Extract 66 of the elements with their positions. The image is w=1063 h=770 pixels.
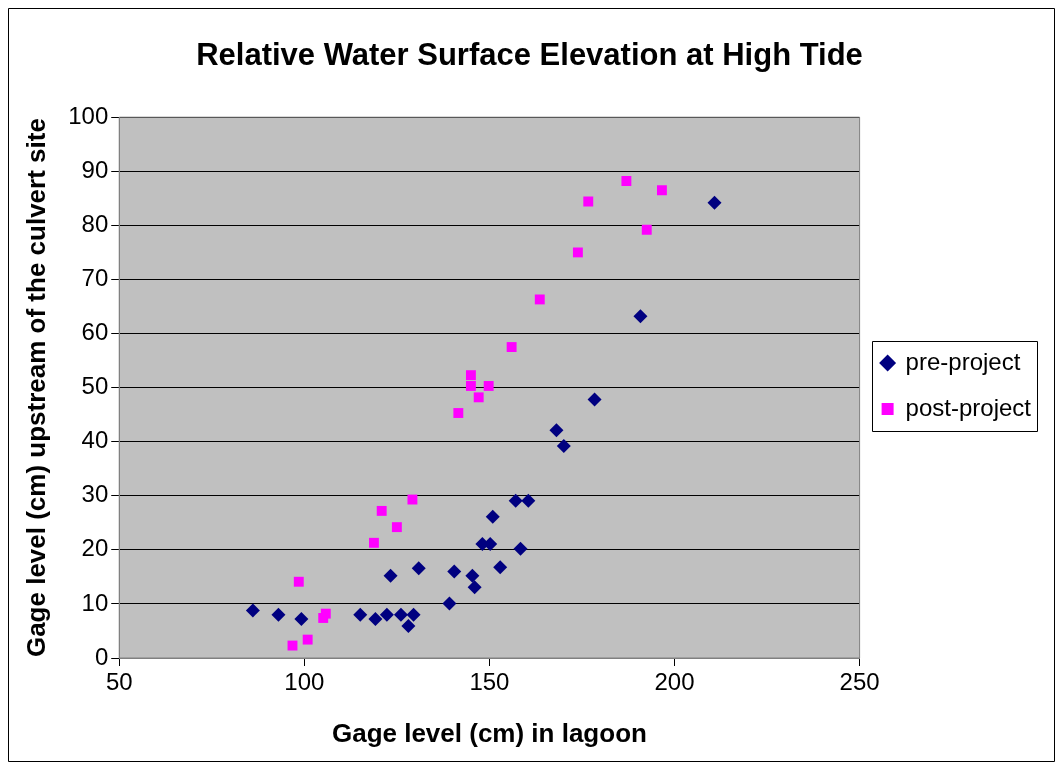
point: [465, 568, 480, 583]
y-tick-label: 10: [81, 588, 109, 616]
point: [483, 381, 494, 391]
point: [368, 537, 379, 548]
point: [473, 392, 484, 403]
point: [376, 505, 387, 516]
point: [556, 439, 571, 454]
point: [401, 619, 416, 634]
point: [287, 640, 298, 651]
point: [447, 564, 462, 579]
point: [245, 603, 260, 618]
point: [368, 612, 383, 627]
y-tick-label: 50: [81, 372, 109, 400]
point: [406, 607, 421, 622]
x-tick-label: 250: [839, 668, 880, 696]
y-tick-label: 20: [81, 534, 109, 562]
point: [353, 607, 368, 622]
point: [513, 541, 528, 556]
point: [641, 224, 652, 235]
point: [271, 607, 286, 622]
point: [379, 607, 394, 622]
y-axis-title: Gage level (cm) upstream of the culvert site: [20, 118, 51, 658]
point: [508, 493, 523, 508]
point: [656, 185, 667, 196]
x-tick-label: 150: [469, 668, 510, 696]
point: [293, 576, 304, 587]
x-axis-title: Gage level (cm) in lagoon: [331, 717, 647, 748]
point: [534, 294, 545, 305]
legend-label: pre-project: [905, 347, 1021, 375]
point: [383, 568, 398, 583]
point: [521, 493, 536, 508]
chart-title: Relative Water Surface Elevation at High Tide: [196, 37, 863, 73]
legend-label: post-project: [905, 393, 1032, 421]
x-tick-label: 100: [284, 668, 325, 696]
point: [294, 612, 309, 627]
point: [621, 176, 632, 186]
y-tick-label: 100: [68, 101, 109, 129]
y-tick-label: 40: [81, 426, 109, 454]
y-tick-label: 80: [81, 209, 109, 237]
point: [467, 580, 482, 595]
point: [572, 247, 583, 258]
y-tick-label: 60: [81, 318, 109, 346]
x-tick-label: 50: [105, 668, 133, 696]
point: [707, 195, 722, 210]
point: [393, 607, 408, 622]
point: [320, 608, 331, 619]
point: [485, 509, 500, 524]
y-tick-label: 30: [81, 480, 109, 508]
point: [302, 634, 313, 645]
point: [506, 342, 517, 352]
x-tick-label: 200: [654, 668, 695, 696]
point: [442, 596, 457, 611]
point: [465, 370, 476, 381]
y-tick-label: 90: [81, 155, 109, 183]
point: [391, 522, 402, 533]
point: [583, 196, 594, 207]
y-tick-label: 0: [94, 642, 109, 670]
point: [587, 392, 602, 407]
point: [549, 423, 564, 438]
point: [465, 381, 476, 391]
point: [407, 494, 418, 505]
point: [453, 408, 464, 418]
point: [493, 560, 508, 575]
y-tick-label: 70: [81, 264, 109, 292]
point: [633, 309, 648, 324]
point: [411, 561, 426, 576]
